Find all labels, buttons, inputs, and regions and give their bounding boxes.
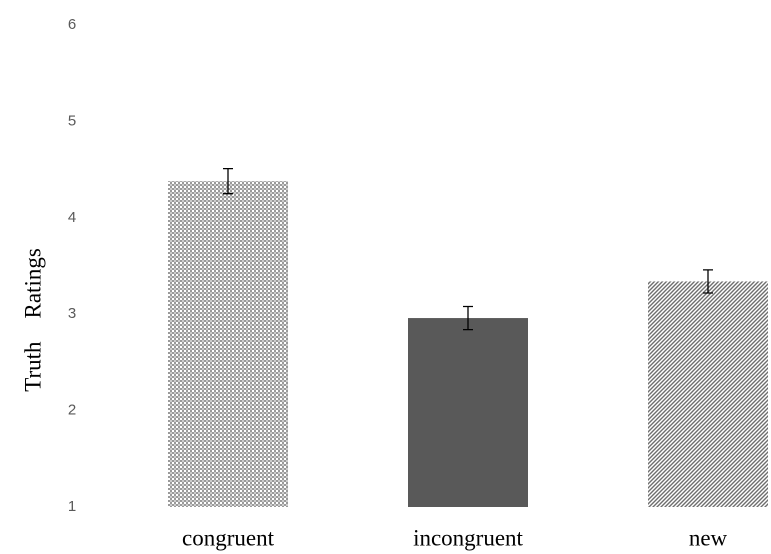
y-axis-label: Truth Ratings xyxy=(20,248,45,392)
y-tick-label: 3 xyxy=(68,305,76,322)
bar xyxy=(648,281,768,507)
error-bar xyxy=(223,167,233,195)
x-tick-label: new xyxy=(689,525,728,550)
y-tick-label: 1 xyxy=(68,498,76,515)
error-bar xyxy=(463,305,473,331)
y-tick-label: 6 xyxy=(68,16,76,33)
x-tick-label: incongruent xyxy=(413,525,523,550)
bar xyxy=(168,181,288,507)
x-tick-label: congruent xyxy=(182,525,275,550)
bar xyxy=(408,318,528,507)
y-tick-label: 5 xyxy=(68,112,76,129)
y-tick-label: 2 xyxy=(68,402,76,419)
y-tick-label: 4 xyxy=(68,209,76,226)
error-bar xyxy=(703,269,713,294)
